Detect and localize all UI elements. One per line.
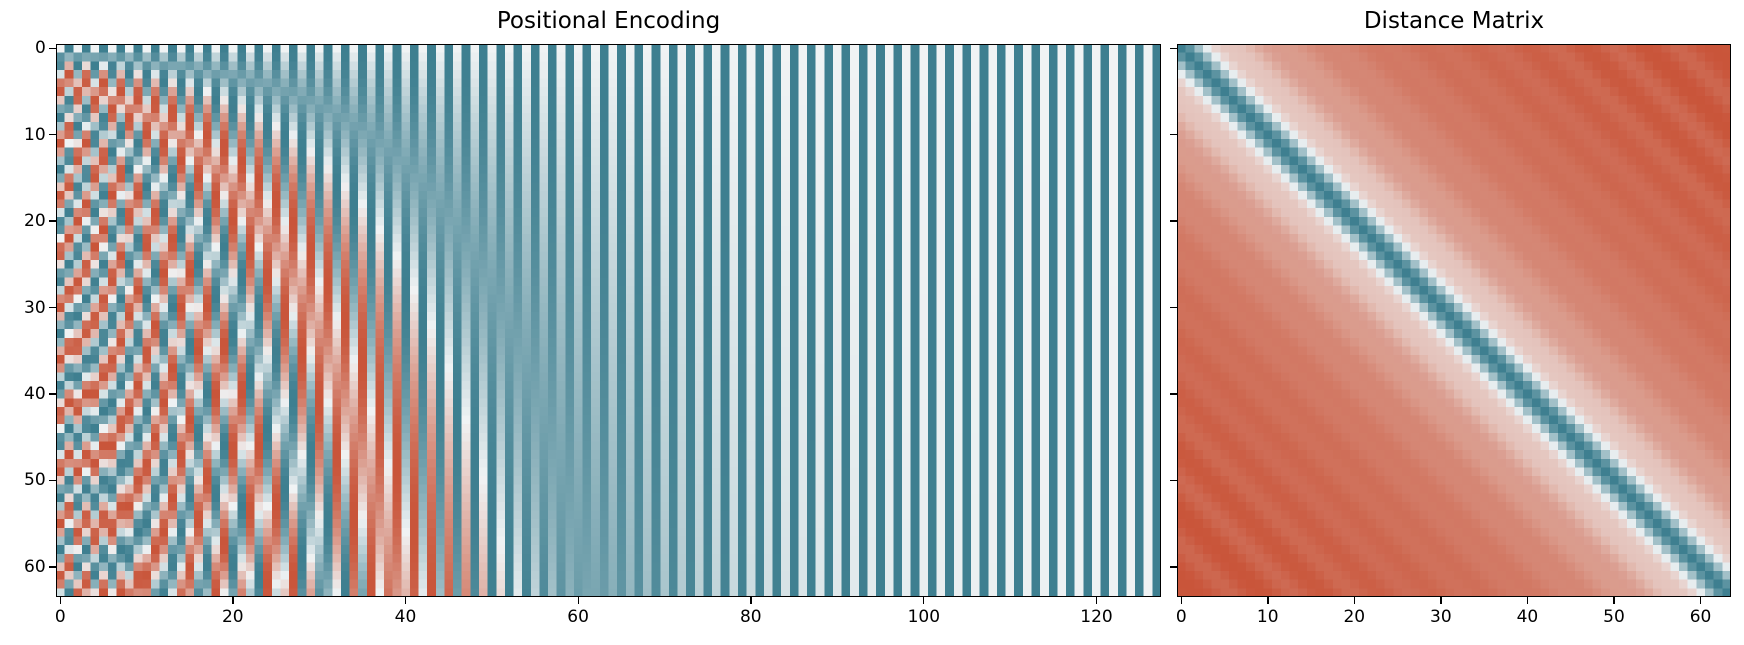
heatmap-cells bbox=[1177, 44, 1731, 597]
x-tick bbox=[922, 597, 925, 604]
x-tick bbox=[404, 597, 407, 604]
y-tick-label: 0 bbox=[35, 38, 46, 59]
y-tick bbox=[49, 47, 56, 50]
x-tick-label: 60 bbox=[567, 607, 589, 627]
x-tick bbox=[1353, 597, 1356, 604]
x-tick-label: 0 bbox=[54, 607, 66, 627]
y-tick bbox=[49, 220, 56, 222]
x-tick-label: 0 bbox=[1175, 607, 1187, 627]
x-tick bbox=[232, 597, 234, 604]
y-tick-label: 50 bbox=[24, 470, 46, 491]
x-tick-label: 40 bbox=[1516, 607, 1539, 627]
x-tick bbox=[1440, 597, 1442, 604]
x-tick-label: 100 bbox=[907, 607, 941, 627]
x-tick bbox=[1180, 597, 1183, 604]
x-tick-label: 20 bbox=[221, 607, 244, 627]
y-tick bbox=[49, 133, 56, 136]
y-tick-label: 20 bbox=[24, 211, 46, 232]
y-tick bbox=[49, 306, 56, 309]
x-tick-label: 30 bbox=[1430, 607, 1452, 627]
x-tick bbox=[1526, 597, 1529, 604]
x-tick bbox=[1699, 597, 1702, 604]
y-tick bbox=[1170, 393, 1177, 395]
x-tick-label: 50 bbox=[1603, 607, 1625, 627]
y-tick bbox=[1170, 47, 1177, 50]
y-tick bbox=[49, 393, 56, 395]
y-tick bbox=[49, 479, 56, 482]
y-tick bbox=[1170, 133, 1177, 136]
x-tick-label: 60 bbox=[1689, 607, 1712, 627]
x-tick bbox=[59, 597, 62, 604]
y-tick-label: 40 bbox=[24, 383, 46, 404]
x-tick bbox=[750, 597, 752, 604]
x-tick-label: 10 bbox=[1256, 607, 1279, 627]
y-tick bbox=[49, 566, 56, 568]
y-tick bbox=[1170, 479, 1177, 482]
chart-title: Distance Matrix bbox=[1363, 8, 1545, 34]
y-tick bbox=[1170, 566, 1177, 568]
x-tick-label: 120 bbox=[1080, 607, 1113, 627]
y-tick-label: 10 bbox=[24, 124, 46, 145]
x-tick-label: 80 bbox=[739, 607, 762, 627]
x-tick bbox=[1095, 597, 1097, 604]
y-tick bbox=[1170, 220, 1177, 222]
x-tick bbox=[577, 597, 580, 604]
x-tick-label: 20 bbox=[1343, 607, 1366, 627]
chart-title: Positional Encoding bbox=[496, 8, 721, 34]
y-tick bbox=[1170, 306, 1177, 309]
y-tick-label: 30 bbox=[24, 297, 46, 318]
x-tick bbox=[1267, 597, 1269, 604]
y-tick-label: 60 bbox=[24, 556, 46, 577]
heatmap-cells bbox=[56, 44, 1161, 597]
x-tick bbox=[1613, 597, 1615, 604]
x-tick-label: 40 bbox=[394, 607, 417, 627]
